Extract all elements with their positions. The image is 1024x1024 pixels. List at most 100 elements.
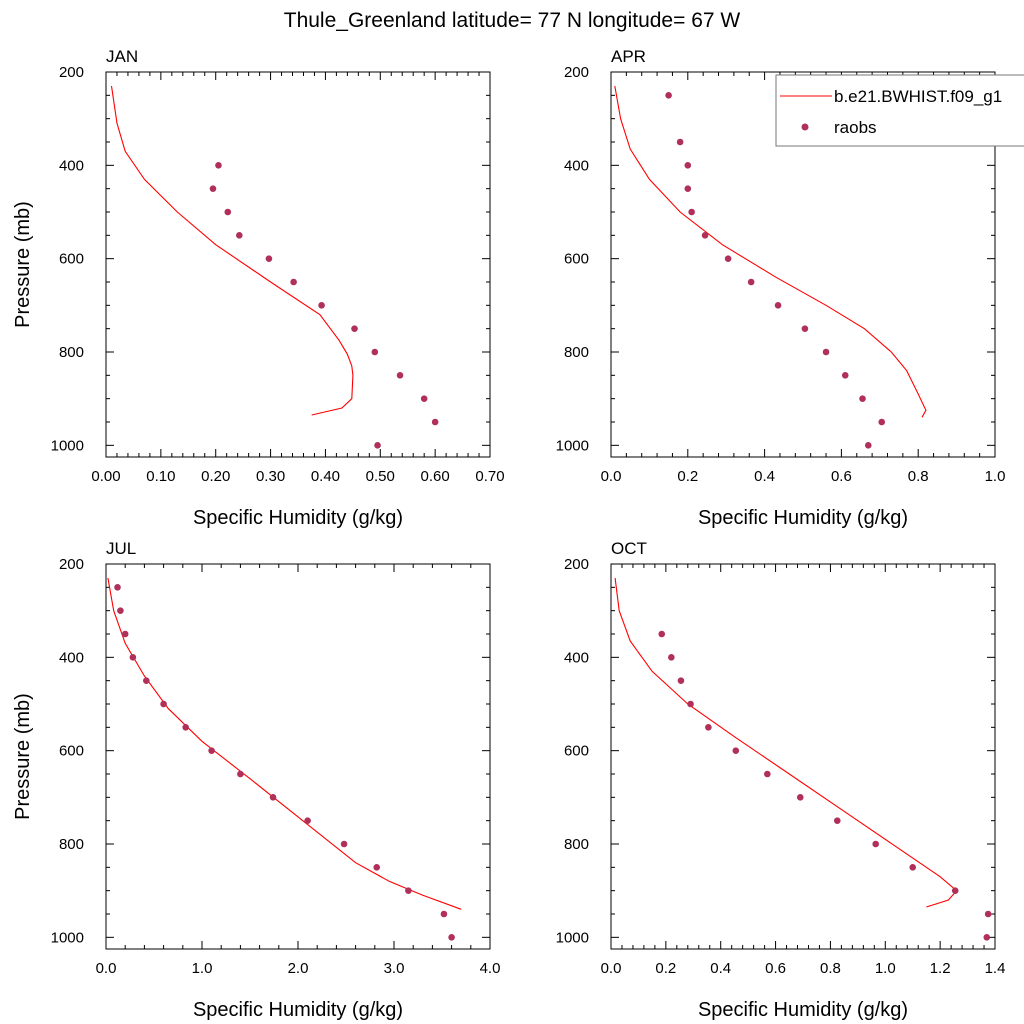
y-tick-label: 1000	[556, 437, 589, 454]
raobs-point	[265, 255, 273, 262]
raobs-point	[182, 724, 189, 731]
x-tick-label: 0.00	[91, 468, 120, 485]
x-tick-label: 0.6	[765, 960, 786, 977]
legend-obs-marker	[801, 123, 809, 131]
panels: JAN 0.00 0.10 0.20 0.30 0.40 0.50 0.60 0.70 200 40…	[12, 47, 1005, 1021]
y-tick-label: 400	[564, 649, 589, 666]
y-tick-label: 1000	[556, 929, 589, 946]
model-profile-line	[110, 85, 354, 416]
y-axis-label: Pressure (mb)	[12, 201, 34, 328]
x-tick-label: 0.4	[754, 468, 775, 485]
raobs-point	[684, 185, 692, 192]
x-tick-label: 1.0	[192, 960, 213, 977]
raobs-point	[236, 232, 243, 239]
panel-jul: JUL 0.0 1.0 2.0 3.0 4.0 200 400 600 800 1000 Specif…	[12, 539, 500, 1021]
x-tick-label: 0.60	[421, 468, 450, 485]
y-tick-label: 1000	[51, 437, 84, 454]
raobs-point	[431, 418, 439, 426]
raobs-point	[796, 794, 804, 801]
y-tick-label: 200	[564, 64, 589, 81]
raobs-point	[984, 910, 992, 918]
x-tick-label: 1.4	[985, 960, 1006, 977]
plot-frame	[105, 71, 491, 458]
raobs-point	[290, 278, 297, 286]
raobs-point	[396, 372, 404, 379]
y-tick-label: 800	[59, 344, 84, 361]
x-axis-label: Specific Humidity (g/kg)	[698, 999, 908, 1021]
figure-title: Thule_Greenland latitude= 77 N longitude…	[284, 9, 741, 32]
y-tick-label: 600	[564, 743, 589, 760]
panel-label: APR	[611, 47, 646, 66]
x-tick-label: 0.0	[601, 468, 622, 485]
y-tick-label: 400	[59, 649, 84, 666]
x-tick-label: 0.0	[601, 960, 622, 977]
x-tick-label: 0.40	[311, 468, 340, 485]
raobs-point	[684, 162, 692, 169]
raobs-point	[801, 325, 809, 332]
raobs-point	[304, 817, 311, 824]
raobs-point	[864, 442, 872, 449]
y-tick-label: 400	[59, 157, 84, 174]
plot-frame	[105, 563, 491, 950]
y-tick-label: 800	[564, 344, 589, 361]
plot-frame	[610, 563, 996, 950]
raobs-point	[208, 747, 215, 754]
x-tick-label: 3.0	[384, 960, 405, 977]
y-tick-label: 600	[564, 251, 589, 268]
raobs-point	[833, 817, 841, 824]
x-tick-label: 0.70	[475, 468, 504, 485]
y-tick-label: 1000	[51, 929, 84, 946]
raobs-point	[859, 395, 866, 402]
raobs-point	[668, 654, 675, 661]
legend-model-label: b.e21.BWHIST.f09_g1	[834, 87, 1002, 106]
raobs-point	[658, 630, 666, 638]
raobs-point	[143, 677, 150, 684]
x-tick-label: 1.0	[985, 468, 1006, 485]
raobs-point	[878, 418, 886, 426]
raobs-point	[983, 934, 991, 941]
raobs-point	[215, 162, 222, 169]
panel-label: OCT	[611, 539, 647, 558]
raobs-point	[764, 770, 771, 778]
raobs-point	[677, 677, 685, 684]
raobs-point	[117, 607, 124, 614]
raobs-point	[373, 864, 381, 871]
legend: b.e21.BWHIST.f09_g1 raobs	[775, 74, 1024, 147]
x-tick-label: 0.30	[256, 468, 285, 485]
x-tick-label: 0.4	[710, 960, 731, 977]
model-profile-line	[614, 85, 927, 418]
raobs-point	[676, 138, 684, 146]
panel-oct: OCT 0.0 0.2 0.4 0.6 0.8 1.0 1.2 1.4 200 400 600 800 1…	[556, 539, 1006, 1021]
x-tick-label: 0.2	[655, 960, 676, 977]
raobs-point	[209, 185, 217, 192]
model-profile-line	[107, 577, 462, 910]
raobs-point	[237, 770, 244, 778]
raobs-point	[114, 584, 121, 591]
raobs-point	[822, 348, 830, 356]
raobs-point	[224, 208, 232, 216]
raobs-point	[665, 92, 672, 99]
panel-label: JAN	[106, 47, 138, 66]
raobs-point	[371, 348, 379, 356]
y-tick-label: 600	[59, 743, 84, 760]
x-axis-label: Specific Humidity (g/kg)	[193, 999, 403, 1021]
x-tick-label: 0.10	[146, 468, 175, 485]
x-tick-label: 0.50	[366, 468, 395, 485]
raobs-point	[705, 724, 712, 731]
plot-frame	[610, 71, 996, 458]
raobs-point	[340, 840, 348, 848]
x-tick-label: 1.2	[930, 960, 951, 977]
y-tick-label: 200	[564, 556, 589, 573]
x-tick-label: 4.0	[480, 960, 501, 977]
panel-label: JUL	[106, 539, 136, 558]
raobs-point	[269, 794, 277, 801]
raobs-point	[440, 910, 448, 918]
raobs-point	[774, 302, 782, 309]
raobs-point	[351, 325, 358, 332]
legend-obs-label: raobs	[834, 118, 877, 137]
raobs-point	[448, 934, 455, 941]
raobs-point	[160, 700, 167, 708]
raobs-point	[688, 208, 695, 216]
raobs-point	[318, 302, 325, 309]
